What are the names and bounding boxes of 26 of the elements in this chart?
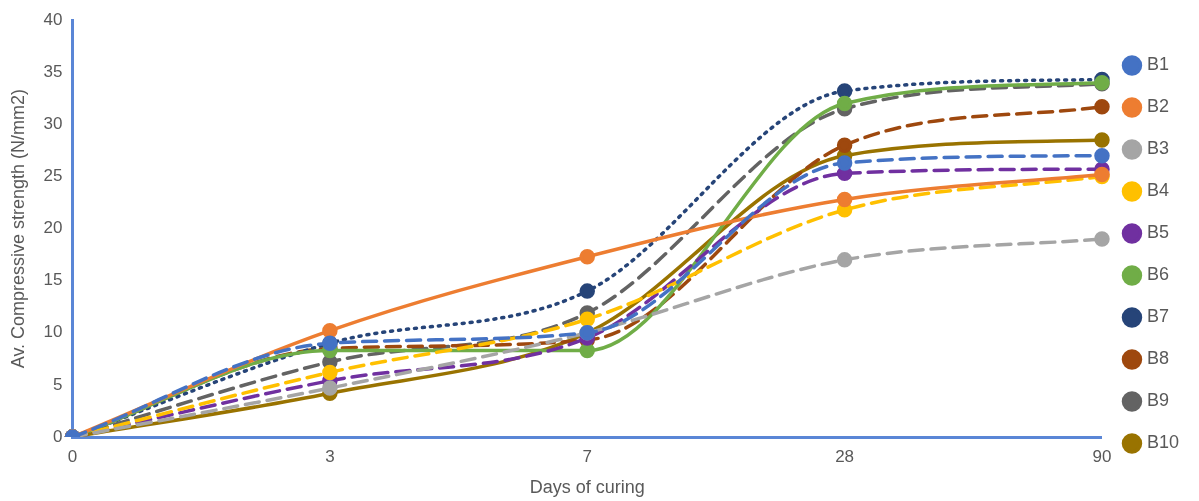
y-tick-label: 5 xyxy=(53,374,63,394)
y-tick-label: 15 xyxy=(43,270,63,290)
x-tick-label: 3 xyxy=(325,446,335,466)
legend-label: B10 xyxy=(1146,432,1179,453)
y-tick-label: 20 xyxy=(43,218,63,238)
legend-label: B9 xyxy=(1146,390,1169,411)
x-tick-label: 7 xyxy=(582,446,592,466)
x-tick-label: 0 xyxy=(67,446,78,466)
legend-label: B4 xyxy=(1146,180,1169,201)
y-axis-title: Av. Compressive strength (N/mm2) xyxy=(7,88,28,369)
y-tick-label: 0 xyxy=(53,426,63,446)
legend-label: B3 xyxy=(1146,138,1169,159)
y-tick-label: 30 xyxy=(43,114,63,134)
x-tick-label: 90 xyxy=(1092,446,1112,466)
legend-label: B8 xyxy=(1146,348,1169,369)
y-tick-label: 35 xyxy=(43,61,63,81)
y-tick-label: 40 xyxy=(43,9,63,29)
legend-label: B5 xyxy=(1146,222,1169,243)
y-tick-label: 25 xyxy=(43,166,63,186)
x-axis-title: Days of curing xyxy=(529,477,645,498)
x-tick-label: 28 xyxy=(835,446,855,466)
legend-label: B2 xyxy=(1146,96,1169,117)
legend-label: B1 xyxy=(1146,54,1169,75)
legend-label: B6 xyxy=(1146,264,1169,285)
legend-label: B7 xyxy=(1146,306,1169,327)
y-tick-label: 10 xyxy=(43,322,63,342)
